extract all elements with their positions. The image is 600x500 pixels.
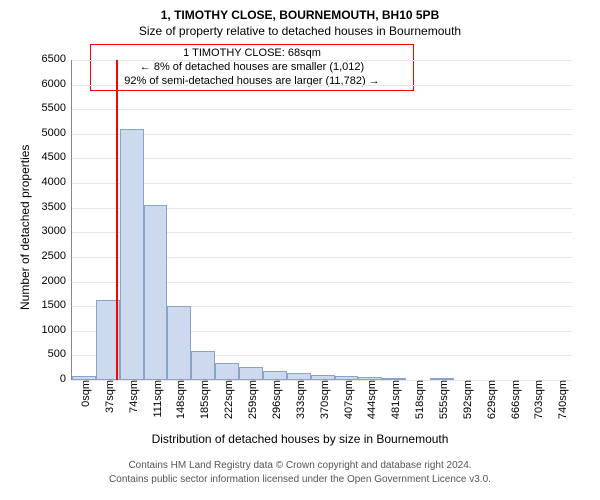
x-tick-label: 37sqm: [100, 380, 116, 413]
x-tick-label: 296sqm: [267, 380, 283, 419]
y-tick-label: 6500: [42, 53, 72, 65]
x-tick-label: 740sqm: [553, 380, 569, 419]
y-tick-label: 500: [48, 348, 72, 360]
histogram-bar: [239, 367, 263, 380]
x-tick-label: 481sqm: [386, 380, 402, 419]
x-tick-label: 555sqm: [434, 380, 450, 419]
x-tick-label: 518sqm: [410, 380, 426, 419]
histogram-bar: [144, 205, 168, 380]
x-tick-label: 148sqm: [171, 380, 187, 419]
histogram-bar: [263, 371, 287, 380]
x-tick-label: 370sqm: [315, 380, 331, 419]
x-tick-label: 666sqm: [506, 380, 522, 419]
y-tick-label: 4500: [42, 151, 72, 163]
y-tick-label: 1000: [42, 324, 72, 336]
histogram-bar: [382, 378, 406, 380]
gridline: [72, 109, 572, 110]
x-tick-label: 629sqm: [482, 380, 498, 419]
x-tick-label: 74sqm: [124, 380, 140, 413]
chart-title: 1, TIMOTHY CLOSE, BOURNEMOUTH, BH10 5PB: [0, 8, 600, 22]
histogram-bar: [287, 373, 311, 380]
y-tick-label: 5000: [42, 127, 72, 139]
histogram-bar: [358, 377, 382, 380]
y-tick-label: 6000: [42, 78, 72, 90]
y-tick-label: 2000: [42, 275, 72, 287]
y-tick-label: 2500: [42, 250, 72, 262]
x-axis-label: Distribution of detached houses by size …: [0, 432, 600, 446]
histogram-bar: [167, 306, 191, 380]
histogram-bar: [215, 363, 239, 380]
x-tick-label: 444sqm: [362, 380, 378, 419]
y-axis-label: Number of detached properties: [18, 145, 32, 310]
x-tick-label: 222sqm: [219, 380, 235, 419]
gridline: [72, 85, 572, 86]
y-tick-label: 3000: [42, 225, 72, 237]
gridline: [72, 183, 572, 184]
y-tick-label: 1500: [42, 299, 72, 311]
x-tick-label: 407sqm: [339, 380, 355, 419]
x-tick-label: 111sqm: [148, 380, 164, 418]
footer-line-2: Contains public sector information licen…: [0, 474, 600, 486]
chart-subtitle: Size of property relative to detached ho…: [0, 24, 600, 38]
y-tick-label: 0: [60, 373, 72, 385]
footer-line-1: Contains HM Land Registry data © Crown c…: [0, 460, 600, 472]
chart-plot-area: 0500100015002000250030003500400045005000…: [72, 60, 572, 380]
x-tick-label: 703sqm: [529, 380, 545, 419]
x-tick-label: 259sqm: [243, 380, 259, 419]
histogram-bar: [335, 376, 359, 380]
histogram-bar: [120, 129, 144, 380]
x-tick-label: 592sqm: [458, 380, 474, 419]
gridline: [72, 158, 572, 159]
x-tick-label: 185sqm: [195, 380, 211, 419]
histogram-bar: [311, 375, 335, 380]
histogram-bar: [191, 351, 215, 380]
marker-line: [116, 60, 118, 380]
histogram-bar: [430, 378, 454, 380]
gridline: [72, 60, 572, 61]
histogram-bar: [72, 376, 96, 380]
x-tick-label: 0sqm: [76, 380, 92, 407]
y-tick-label: 5500: [42, 102, 72, 114]
x-tick-label: 333sqm: [291, 380, 307, 419]
y-tick-label: 4000: [42, 176, 72, 188]
y-tick-label: 3500: [42, 201, 72, 213]
gridline: [72, 134, 572, 135]
